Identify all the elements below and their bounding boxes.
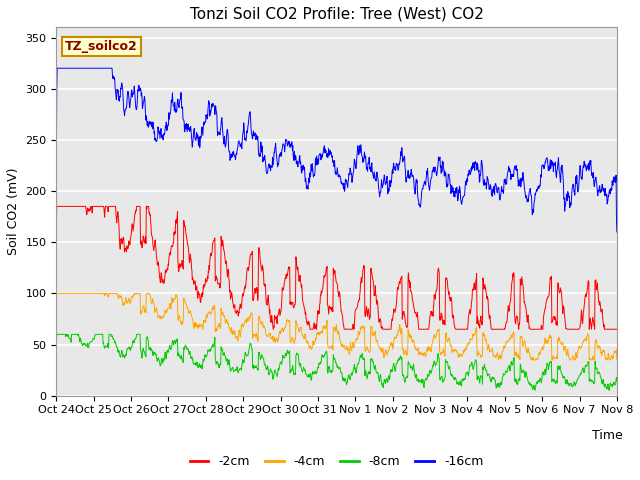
-8cm bbox=[605, 387, 613, 393]
-16cm bbox=[52, 164, 60, 169]
-16cm bbox=[164, 122, 172, 128]
Title: Tonzi Soil CO2 Profile: Tree (West) CO2: Tonzi Soil CO2 Profile: Tree (West) CO2 bbox=[189, 7, 484, 22]
Line: -8cm: -8cm bbox=[56, 335, 617, 390]
-8cm bbox=[497, 382, 505, 387]
-8cm bbox=[52, 344, 60, 349]
-2cm bbox=[269, 326, 277, 332]
-2cm bbox=[177, 261, 185, 266]
-16cm bbox=[547, 166, 554, 172]
-8cm bbox=[53, 332, 61, 337]
-16cm bbox=[53, 65, 61, 71]
Text: TZ_soilco2: TZ_soilco2 bbox=[65, 40, 138, 53]
-8cm bbox=[177, 352, 185, 358]
-2cm bbox=[613, 326, 621, 332]
Y-axis label: Soil CO2 (mV): Soil CO2 (mV) bbox=[7, 168, 20, 255]
-8cm bbox=[424, 372, 432, 377]
-16cm bbox=[497, 189, 505, 194]
-4cm bbox=[424, 346, 432, 352]
-2cm bbox=[240, 288, 248, 294]
-4cm bbox=[52, 308, 60, 313]
-16cm bbox=[613, 229, 621, 235]
X-axis label: Time: Time bbox=[592, 429, 623, 442]
-8cm bbox=[547, 359, 554, 364]
-16cm bbox=[240, 123, 248, 129]
Line: -16cm: -16cm bbox=[56, 68, 617, 232]
-4cm bbox=[177, 320, 185, 326]
Line: -2cm: -2cm bbox=[56, 206, 617, 329]
-4cm bbox=[53, 290, 61, 296]
-4cm bbox=[164, 305, 172, 311]
-2cm bbox=[424, 326, 432, 332]
-2cm bbox=[53, 204, 61, 209]
-2cm bbox=[498, 326, 506, 332]
-16cm bbox=[177, 97, 185, 103]
-8cm bbox=[164, 349, 172, 355]
-2cm bbox=[164, 267, 172, 273]
-2cm bbox=[547, 274, 555, 280]
-4cm bbox=[613, 357, 621, 363]
-16cm bbox=[424, 174, 432, 180]
Legend: -2cm, -4cm, -8cm, -16cm: -2cm, -4cm, -8cm, -16cm bbox=[184, 450, 488, 473]
-2cm bbox=[52, 226, 60, 231]
-8cm bbox=[613, 378, 621, 384]
-4cm bbox=[240, 322, 248, 327]
-4cm bbox=[528, 357, 536, 363]
Line: -4cm: -4cm bbox=[56, 293, 617, 360]
-4cm bbox=[547, 334, 555, 340]
-4cm bbox=[497, 356, 505, 362]
-8cm bbox=[240, 360, 248, 365]
